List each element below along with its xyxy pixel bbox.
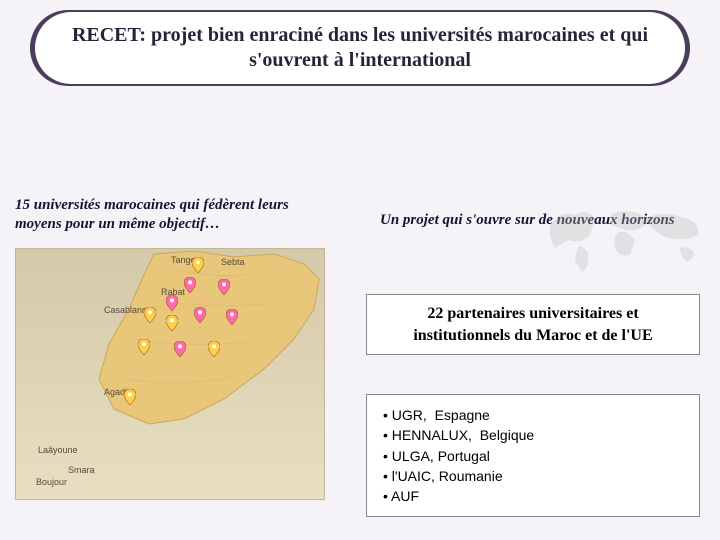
map-pin-icon bbox=[226, 309, 238, 325]
map-pin-icon bbox=[138, 339, 150, 355]
list-item: • HENNALUX, Belgique bbox=[383, 425, 683, 445]
map-pin-icon bbox=[174, 341, 186, 357]
map-pin-icon bbox=[218, 279, 230, 295]
list-item: • AUF bbox=[383, 486, 683, 506]
partner-list-box: • UGR, Espagne• HENNALUX, Belgique• ULGA… bbox=[366, 394, 700, 517]
morocco-map: TangerSebtaRabatCasablancaAgadirLaâyoune… bbox=[15, 248, 325, 500]
list-item: • l'UAIC, Roumanie bbox=[383, 466, 683, 486]
map-pin-icon bbox=[192, 257, 204, 273]
page-title: RECET: projet bien enraciné dans les uni… bbox=[55, 23, 665, 73]
map-pin-icon bbox=[144, 307, 156, 323]
list-item: • UGR, Espagne bbox=[383, 405, 683, 425]
map-pin-icon bbox=[124, 389, 136, 405]
partners-box: 22 partenaires universitaires et institu… bbox=[366, 294, 700, 355]
left-caption: 15 universités marocaines qui fédèrent l… bbox=[15, 196, 315, 234]
map-pin-icon bbox=[208, 341, 220, 357]
city-label: Smara bbox=[68, 465, 95, 475]
map-pin-icon bbox=[166, 295, 178, 311]
city-label: Laâyoune bbox=[38, 445, 78, 455]
partners-line1: 22 partenaires universitaires et bbox=[379, 303, 687, 325]
city-label: Sebta bbox=[221, 257, 245, 267]
map-pin-icon bbox=[166, 315, 178, 331]
partners-line2: institutionnels du Maroc et de l'UE bbox=[379, 325, 687, 347]
map-pin-icon bbox=[184, 277, 196, 293]
world-map-icon bbox=[540, 200, 710, 280]
map-pin-icon bbox=[194, 307, 206, 323]
header-inner: RECET: projet bien enraciné dans les uni… bbox=[35, 12, 685, 84]
city-label: Boujour bbox=[36, 477, 67, 487]
list-item: • ULGA, Portugal bbox=[383, 446, 683, 466]
